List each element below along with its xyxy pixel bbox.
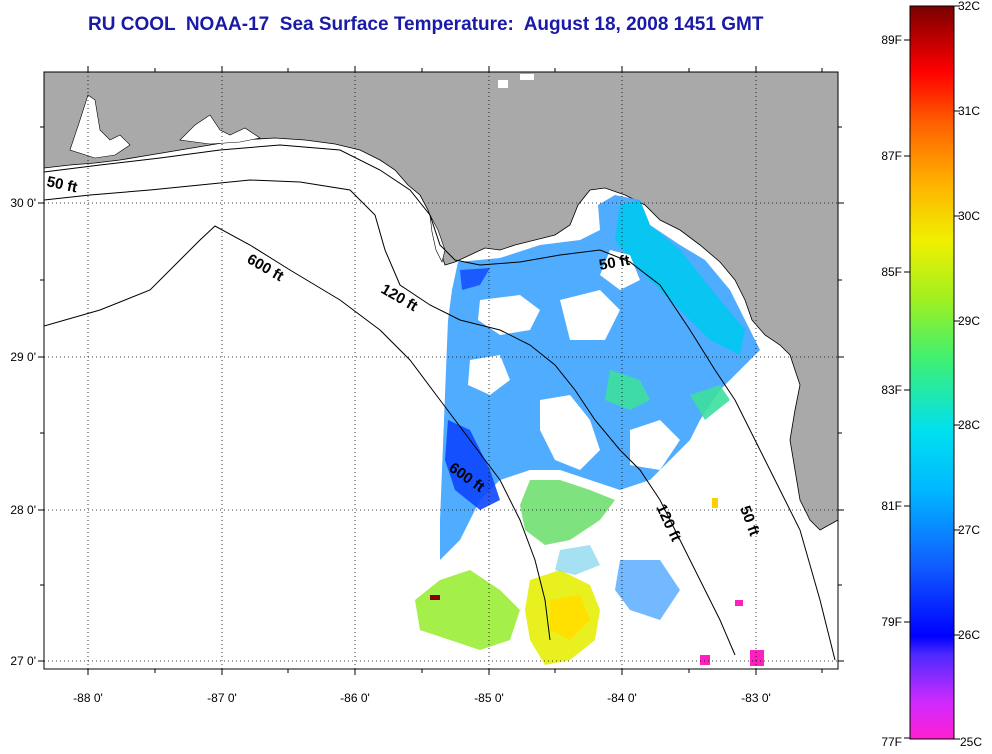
lon-tick-label: -88 0': [73, 691, 103, 705]
bay: [69, 94, 131, 159]
contour-label: 50 ft: [45, 173, 79, 196]
colorbar-f-label: 85F: [881, 265, 902, 279]
colorbar-f-label: 79F: [881, 615, 902, 629]
lon-tick-label: -86 0': [340, 691, 370, 705]
lat-tick-label: 27 0': [10, 654, 36, 668]
axis-ticks: [38, 66, 844, 675]
gridlines: [44, 72, 838, 669]
colorbar-c-label: 27C: [958, 523, 980, 537]
colorbar-f-label: 83F: [881, 383, 902, 397]
colorbar-c-label: 30C: [958, 209, 980, 223]
colorbar-f-label: 81F: [881, 499, 902, 513]
lon-tick-label: -87 0': [207, 691, 237, 705]
lat-tick-label: 28 0': [10, 503, 36, 517]
colorbar-c-label: 26C: [958, 628, 980, 642]
colorbar-c-label: 31C: [958, 104, 980, 118]
lat-tick-label: 30 0': [10, 196, 36, 210]
map-title: RU COOL NOAA-17 Sea Surface Temperature:…: [88, 14, 764, 35]
colorbar-c-label: 29C: [958, 314, 980, 328]
bathymetry-contours: [44, 144, 836, 661]
lon-tick-label: -83 0': [741, 691, 771, 705]
lat-tick-label: 29 0': [10, 350, 36, 364]
colorbar-c-label: 25C: [960, 735, 982, 749]
colorbar-c-label: 32C: [958, 0, 980, 13]
contour-label: 50 ft: [598, 252, 631, 274]
colorbar-f-label: 77F: [881, 735, 902, 749]
lon-tick-label: -85 0': [474, 691, 504, 705]
land-mass: [44, 72, 838, 531]
colorbar-f-label: 89F: [881, 33, 902, 47]
bay: [179, 114, 261, 145]
colorbar-c-label: 28C: [958, 418, 980, 432]
colorbar-ticks: [904, 5, 960, 740]
sst-data-swath: [415, 195, 764, 666]
colorbar: [909, 5, 955, 740]
colorbar-f-label: 87F: [881, 149, 902, 163]
lon-tick-label: -84 0': [607, 691, 637, 705]
